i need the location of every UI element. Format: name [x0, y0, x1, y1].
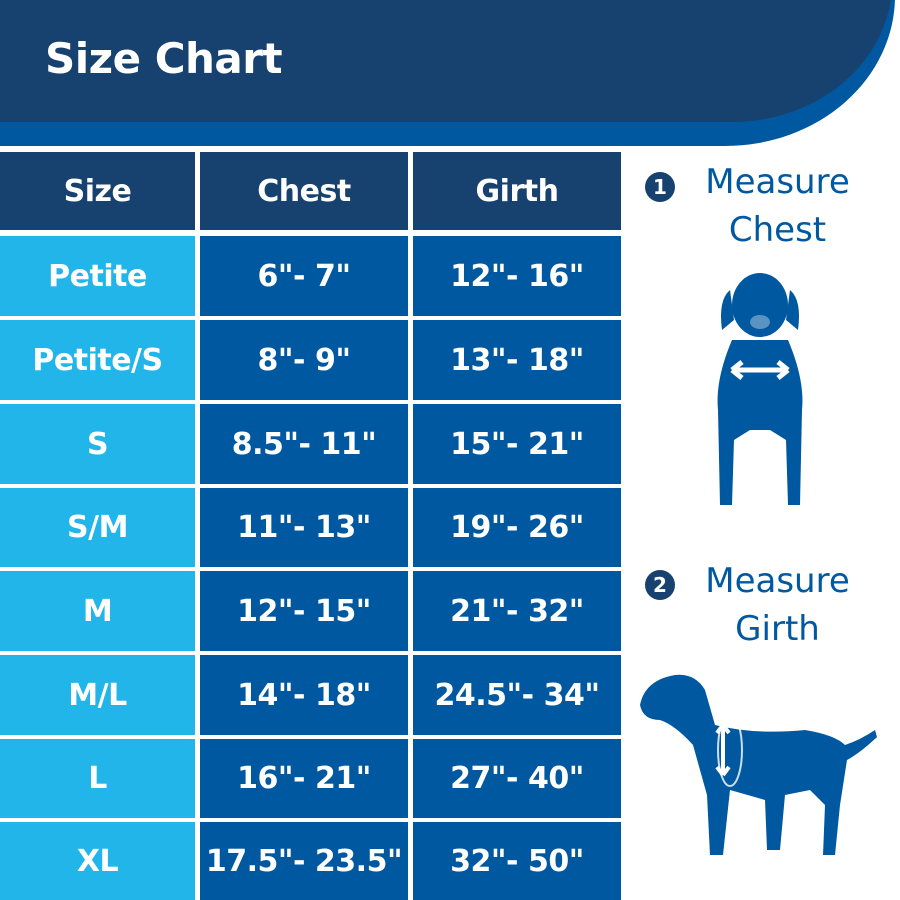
table-cell-girth: 12"- 16": [413, 236, 621, 316]
header-banner: [0, 0, 892, 122]
table-cell-girth: 13"- 18": [413, 320, 621, 400]
table-cell-size: M: [0, 571, 195, 651]
table-cell-size: S: [0, 404, 195, 484]
table-cell-chest: 16"- 21": [200, 739, 408, 818]
table-cell-girth: 32"- 50": [413, 822, 621, 900]
dog-front-chest-icon: [717, 273, 803, 505]
table-cell-chest: 6"- 7": [200, 236, 408, 316]
step-1-line2: Chest: [728, 210, 827, 250]
table-cell-size: Petite/S: [0, 320, 195, 400]
table-cell-girth: 21"- 32": [413, 571, 621, 651]
table-cell-size: Petite: [0, 236, 195, 316]
step-1-label: Measure Chest: [690, 158, 865, 254]
table-cell-chest: 17.5"- 23.5": [200, 822, 408, 900]
step-2-line1: Measure: [705, 561, 850, 601]
table-cell-chest: 8.5"- 11": [200, 404, 408, 484]
table-cell-girth: 27"- 40": [413, 739, 621, 818]
table-cell-size: L: [0, 739, 195, 818]
table-cell-size: S/M: [0, 488, 195, 567]
page-title: Size Chart: [45, 34, 283, 83]
table-cell-chest: 12"- 15": [200, 571, 408, 651]
table-cell-girth: 15"- 21": [413, 404, 621, 484]
step-2-label: Measure Girth: [690, 557, 865, 653]
header-girth: Girth: [413, 152, 621, 230]
table-cell-girth: 24.5"- 34": [413, 655, 621, 735]
header-size: Size: [0, 152, 195, 230]
step-2-number: 2: [645, 570, 675, 600]
step-1-number: 1: [645, 172, 675, 202]
table-cell-size: M/L: [0, 655, 195, 735]
table-cell-chest: 14"- 18": [200, 655, 408, 735]
step-1-line1: Measure: [705, 162, 850, 202]
step-2-line2: Girth: [735, 609, 820, 649]
table-cell-size: XL: [0, 822, 195, 900]
table-cell-girth: 19"- 26": [413, 488, 621, 567]
header-chest: Chest: [200, 152, 408, 230]
table-cell-chest: 11"- 13": [200, 488, 408, 567]
dog-side-girth-icon: [640, 674, 877, 855]
table-cell-chest: 8"- 9": [200, 320, 408, 400]
